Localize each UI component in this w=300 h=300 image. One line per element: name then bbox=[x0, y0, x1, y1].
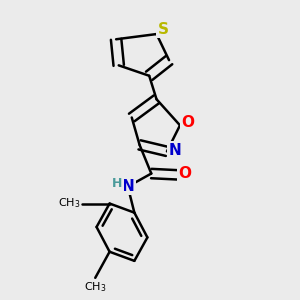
Text: N: N bbox=[168, 142, 181, 158]
Text: O: O bbox=[178, 166, 191, 181]
Text: CH$_3$: CH$_3$ bbox=[58, 196, 81, 210]
Text: O: O bbox=[181, 115, 194, 130]
Text: H: H bbox=[112, 178, 123, 190]
Text: N: N bbox=[122, 179, 135, 194]
Text: CH$_3$: CH$_3$ bbox=[84, 280, 106, 294]
Text: S: S bbox=[158, 22, 169, 37]
